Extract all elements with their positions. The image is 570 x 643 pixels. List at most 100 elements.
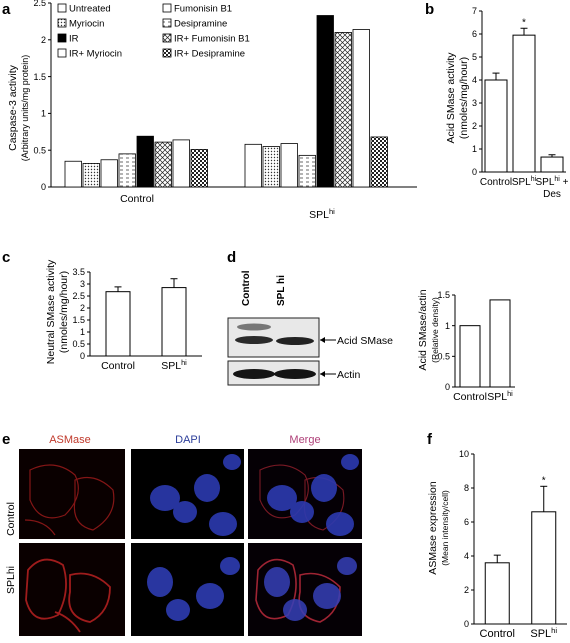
y-tick-label: 10 bbox=[459, 449, 469, 459]
x-tick-label: Control bbox=[480, 628, 515, 638]
x-tick-label: Control bbox=[101, 360, 135, 372]
y-tick-label: 1 bbox=[80, 327, 85, 337]
x-tick-label: SPLhi bbox=[530, 626, 557, 638]
bar bbox=[100, 159, 118, 188]
chart-c: 0 0.5 1 1.5 2 2.5 3 3.5 Control SPLhi bbox=[72, 267, 202, 372]
panel-e: e ASMase DAPI Merge Control SPLhi bbox=[2, 431, 362, 636]
bar bbox=[64, 160, 82, 188]
y-tick-label: 0 bbox=[80, 351, 85, 361]
cell-outlines bbox=[25, 558, 111, 633]
column-title: ASMase bbox=[49, 434, 91, 446]
x-tick-label: SPLhi bbox=[487, 389, 513, 403]
y-axis-subtitle: (Mean intensity/cell) bbox=[440, 490, 450, 566]
y-tick-label: 1 bbox=[41, 109, 46, 119]
y-tick-label: 0.5 bbox=[33, 145, 46, 155]
y-tick-label: 0.5 bbox=[437, 352, 450, 362]
blot-band bbox=[274, 369, 316, 379]
bar bbox=[370, 136, 388, 188]
panel-letter: b bbox=[425, 1, 434, 18]
legend-label: IR+ Fumonisin B1 bbox=[174, 34, 250, 45]
blot-band bbox=[276, 337, 314, 345]
legend-label: Myriocin bbox=[69, 19, 104, 30]
y-tick-label: 8 bbox=[464, 483, 469, 493]
nuclei bbox=[267, 454, 359, 536]
y-tick-label: 4 bbox=[464, 551, 469, 561]
y-tick-label: 3.5 bbox=[72, 267, 85, 277]
legend-label: IR bbox=[69, 34, 79, 45]
y-axis-title: Acid SMase activity bbox=[445, 52, 457, 144]
y-tick-label: 1 bbox=[445, 321, 450, 331]
bar bbox=[540, 156, 564, 173]
legend-swatch bbox=[57, 18, 67, 28]
x-tick-label: SPLhi bbox=[161, 358, 187, 372]
bar bbox=[298, 154, 316, 188]
y-tick-label: 6 bbox=[464, 517, 469, 527]
legend-swatch bbox=[162, 33, 172, 43]
legend-label: IR+ Desipramine bbox=[174, 49, 245, 60]
x-tick-label: SPLhi bbox=[309, 207, 335, 221]
y-tick-label: 0.5 bbox=[72, 339, 85, 349]
y-axis-title: Acid SMase/actin bbox=[417, 289, 429, 370]
y-tick-label: 2 bbox=[472, 121, 477, 131]
y-axis-subtitle: (Relative density) bbox=[430, 297, 440, 363]
nuclei bbox=[264, 557, 357, 621]
micrograph-merge-splhi bbox=[248, 543, 362, 636]
panel-f: f ASMase expression (Mean intensity/cell… bbox=[427, 431, 567, 640]
chart-f: 0 2 4 6 8 10 Control * SPLhi bbox=[459, 449, 567, 640]
y-axis-subtitle: (Arbitrary units/mg protein) bbox=[20, 55, 30, 162]
legend-swatch bbox=[57, 3, 67, 13]
nuclei bbox=[147, 557, 240, 621]
bar bbox=[172, 139, 190, 188]
y-tick-label: 0 bbox=[445, 382, 450, 392]
legend-label: IR+ Myriocin bbox=[69, 49, 122, 60]
bar bbox=[334, 32, 352, 188]
chart-d: 0 0.5 1 1.5 Control SPLhi bbox=[437, 290, 515, 403]
y-tick-label: 0 bbox=[464, 619, 469, 629]
bar bbox=[459, 325, 481, 388]
arrow-icon bbox=[320, 337, 325, 343]
legend: Untreated Fumonisin B1 Myriocin Desipramine… bbox=[57, 3, 250, 60]
band-label: Actin bbox=[337, 369, 361, 381]
nuclei bbox=[150, 454, 241, 536]
y-tick-label: 0 bbox=[41, 182, 46, 192]
legend-label: Fumonisin B1 bbox=[174, 4, 232, 15]
bar bbox=[484, 562, 510, 625]
bar bbox=[82, 163, 100, 188]
lane-label: Control bbox=[241, 270, 252, 306]
y-tick-label: 2.5 bbox=[72, 291, 85, 301]
panel-c: c Neutral SMase activity (nmoles/mg/hour… bbox=[2, 249, 202, 372]
bar bbox=[262, 146, 280, 188]
y-tick-label: 1.5 bbox=[72, 315, 85, 325]
micrograph-asmase-control bbox=[19, 449, 125, 539]
bar bbox=[136, 135, 154, 188]
column-title: DAPI bbox=[175, 434, 201, 446]
significance-marker: * bbox=[542, 475, 546, 486]
bar bbox=[190, 149, 208, 188]
lane-label: SPL hi bbox=[276, 275, 287, 306]
panel-letter: d bbox=[227, 249, 236, 266]
legend-swatch bbox=[162, 48, 172, 58]
bar bbox=[280, 143, 298, 188]
legend-label: Desipramine bbox=[174, 19, 227, 30]
y-tick-label: 2 bbox=[41, 35, 46, 45]
panel-d: d Control SPL hi Acid SMase Actin Acid S… bbox=[227, 249, 515, 403]
x-tick-label: SPLhi + bbox=[536, 176, 569, 188]
legend-swatch bbox=[162, 3, 172, 13]
legend-swatch bbox=[57, 48, 67, 58]
legend-swatch bbox=[162, 18, 172, 28]
bar bbox=[118, 153, 136, 188]
legend-label: Untreated bbox=[69, 4, 111, 15]
y-axis-title: ASMase expression bbox=[427, 481, 439, 575]
y-tick-label: 6 bbox=[472, 29, 477, 39]
y-tick-label: 1.5 bbox=[33, 72, 46, 82]
bar bbox=[489, 299, 511, 388]
panel-b: b Acid SMase activity (nmoles/mg/hour) 0… bbox=[425, 1, 569, 200]
significance-marker: * bbox=[522, 17, 526, 28]
western-blot: Control SPL hi Acid SMase Actin bbox=[227, 270, 393, 386]
column-title: Merge bbox=[289, 434, 320, 446]
y-tick-label: 4 bbox=[472, 75, 477, 85]
row-label: SPLhi bbox=[5, 566, 17, 594]
panel-letter: e bbox=[2, 431, 10, 448]
y-tick-label: 2 bbox=[80, 303, 85, 313]
micrograph-dapi-splhi bbox=[131, 543, 244, 636]
